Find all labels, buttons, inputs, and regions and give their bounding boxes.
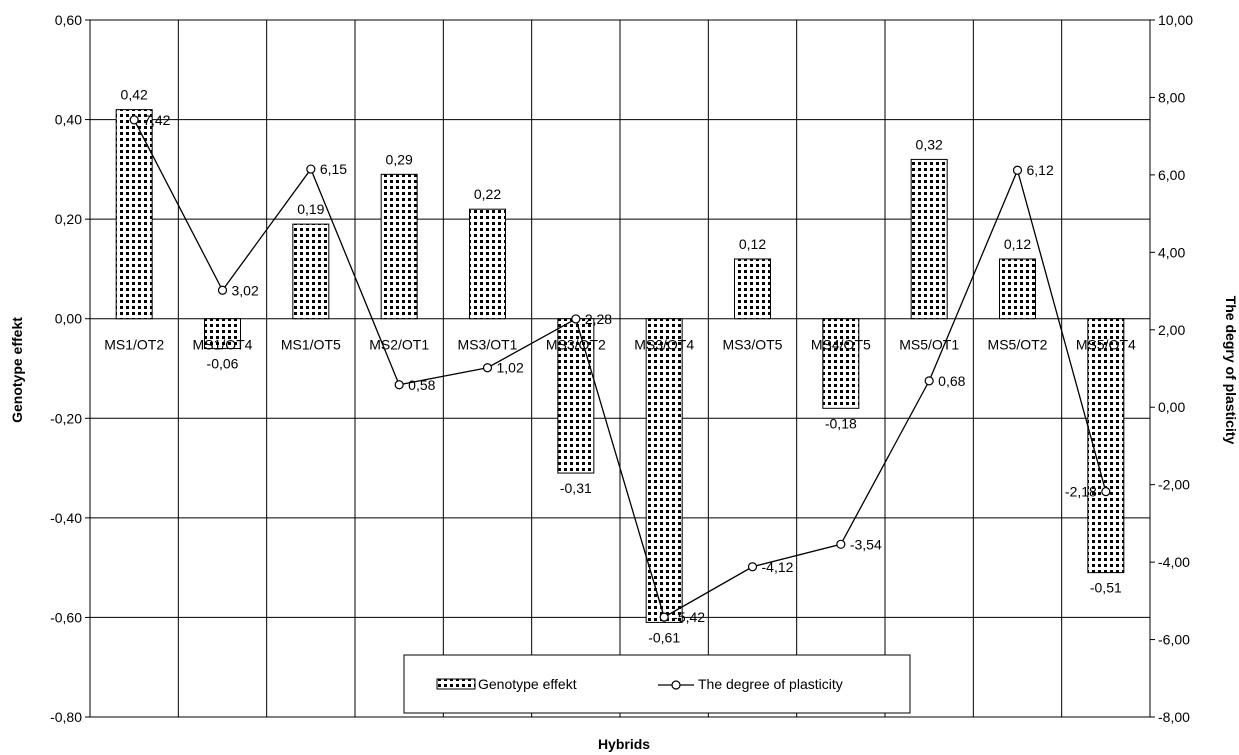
line-value-label: -5,42 bbox=[673, 609, 705, 625]
line-marker bbox=[1012, 165, 1023, 175]
legend-line-marker bbox=[671, 680, 681, 690]
y2-tick-label: -2,00 bbox=[1158, 477, 1190, 493]
legend-line-label: The degree of plasticity bbox=[698, 676, 843, 692]
y2-tick-label: 4,00 bbox=[1158, 244, 1185, 260]
bar bbox=[380, 173, 418, 320]
line-value-label: 0,58 bbox=[408, 377, 435, 393]
bar-value-label: 0,22 bbox=[474, 186, 501, 202]
category-label: MS1/OT2 bbox=[104, 337, 164, 353]
legend-box bbox=[403, 654, 911, 714]
category-label: MS5/OT4 bbox=[1076, 337, 1136, 353]
legend-bar-label: Genotype effekt bbox=[478, 676, 577, 692]
category-label: MS2/OT1 bbox=[369, 337, 429, 353]
y-tick-label: 0,40 bbox=[55, 112, 82, 128]
line-value-label: -3,54 bbox=[850, 536, 882, 552]
axes: 0,60 0,40 0,20 0,00 -0,20 -0,40 -0,60 -0,80 10,0… bbox=[50, 12, 1193, 725]
line-marker bbox=[836, 539, 846, 549]
category-label: MS3/OT2 bbox=[546, 337, 606, 353]
y2-tick-label: 0,00 bbox=[1158, 399, 1185, 415]
line-marker bbox=[129, 115, 139, 125]
data-labels: 0,42 -0,06 0,19 0,29 0,22 -0,31 -0,61 0,12 -0,18… bbox=[104, 87, 1136, 646]
line-value-label: 1,02 bbox=[497, 360, 524, 376]
bar-value-label: -0,31 bbox=[560, 480, 592, 496]
bar bbox=[645, 318, 683, 623]
bar-value-label: -0,06 bbox=[207, 356, 239, 372]
y2-tick-label: 10,00 bbox=[1158, 12, 1193, 28]
line-marker bbox=[394, 380, 404, 390]
category-label: MS1/OT4 bbox=[193, 337, 253, 353]
y-tick-label: -0,80 bbox=[50, 709, 82, 725]
y2-tick-label: -4,00 bbox=[1158, 554, 1190, 570]
y2-tick-label: -6,00 bbox=[1158, 632, 1190, 648]
bar-value-label: 0,19 bbox=[297, 201, 324, 217]
y-tick-label: 0,00 bbox=[55, 311, 82, 327]
line-value-label: -2,18 bbox=[1065, 484, 1097, 500]
category-label: MS3/OT1 bbox=[458, 337, 518, 353]
bar bbox=[910, 158, 948, 320]
y2-tick-label: 2,00 bbox=[1158, 322, 1185, 338]
y2-tick-label: 6,00 bbox=[1158, 167, 1185, 183]
y2-axis-title: The degry of plasticity bbox=[1223, 296, 1239, 445]
line-marker bbox=[924, 376, 934, 386]
line-marker bbox=[1101, 487, 1111, 497]
bar bbox=[557, 318, 595, 474]
bar-value-label: -0,61 bbox=[648, 629, 680, 645]
bar bbox=[999, 258, 1036, 320]
line-marker bbox=[482, 363, 493, 373]
line-marker bbox=[217, 285, 228, 295]
legend-bar-swatch bbox=[436, 678, 476, 690]
bar bbox=[822, 318, 860, 409]
line-value-label: 0,68 bbox=[938, 373, 965, 389]
bar bbox=[115, 109, 153, 320]
bar bbox=[204, 318, 241, 350]
y-tick-label: 0,60 bbox=[55, 12, 82, 28]
bar-value-label: -0,51 bbox=[1090, 580, 1122, 596]
bar bbox=[469, 208, 506, 320]
legend: Genotype effekt The degree of plasticity bbox=[403, 654, 911, 714]
line-value-label: -4,12 bbox=[762, 559, 794, 575]
y-tick-label: 0,20 bbox=[55, 211, 82, 227]
category-label: MS5/OT2 bbox=[988, 337, 1048, 353]
bar bbox=[734, 258, 771, 320]
line-value-label: 2,28 bbox=[585, 311, 612, 327]
x-axis-title: Hybrids bbox=[598, 736, 650, 752]
line-series bbox=[129, 115, 1111, 622]
category-label: MS1/OT5 bbox=[281, 337, 341, 353]
bar-value-label: 0,32 bbox=[916, 136, 943, 152]
line-value-label: 3,02 bbox=[232, 282, 259, 298]
bar-series bbox=[115, 109, 1125, 623]
bar-value-label: 0,12 bbox=[739, 236, 766, 252]
category-label: MS3/OT4 bbox=[634, 337, 694, 353]
y-tick-label: -0,60 bbox=[50, 609, 82, 625]
bar-value-label: 0,12 bbox=[1004, 236, 1031, 252]
y-tick-label: -0,20 bbox=[50, 410, 82, 426]
y2-tick-label: 8,00 bbox=[1158, 89, 1185, 105]
line-value-label: 6,15 bbox=[320, 161, 347, 177]
category-label: MS5/OT1 bbox=[899, 337, 959, 353]
y-tick-label: -0,40 bbox=[50, 510, 82, 526]
line-value-label: 7,42 bbox=[143, 112, 170, 128]
y2-tick-label: -8,00 bbox=[1158, 709, 1190, 725]
plot-area bbox=[89, 19, 1151, 718]
category-label: MS4/OT5 bbox=[811, 337, 871, 353]
line-marker bbox=[306, 164, 316, 174]
bar-value-label: 0,29 bbox=[386, 151, 413, 167]
bar bbox=[292, 223, 330, 320]
line-marker bbox=[747, 562, 758, 572]
line-marker bbox=[659, 612, 669, 622]
line-value-label: 6,12 bbox=[1027, 162, 1054, 178]
category-label: MS3/OT5 bbox=[723, 337, 783, 353]
bar-value-label: 0,42 bbox=[121, 87, 148, 103]
line-marker bbox=[571, 314, 581, 324]
y-axis-title: Genotype effekt bbox=[9, 317, 25, 423]
bar-value-label: -0,18 bbox=[825, 415, 857, 431]
plasticity-line bbox=[133, 119, 1107, 619]
